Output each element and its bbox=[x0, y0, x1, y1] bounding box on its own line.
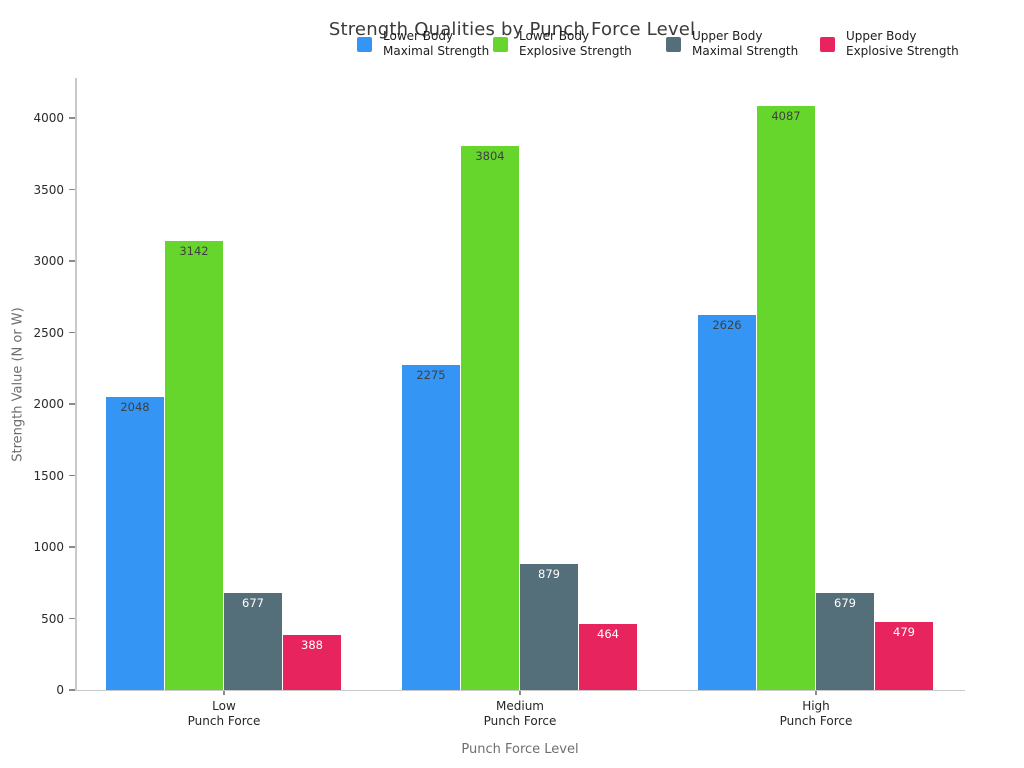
bar-value-label: 388 bbox=[301, 637, 323, 652]
legend-swatch-icon bbox=[820, 37, 835, 52]
x-tick-label: High Punch Force bbox=[746, 699, 886, 729]
y-tick-label: 3000 bbox=[33, 254, 64, 269]
x-tick-label-line1: Medium bbox=[496, 699, 544, 713]
x-axis-line bbox=[75, 689, 965, 691]
bar: 3142 bbox=[165, 240, 223, 690]
x-tick-label-line1: Low bbox=[212, 699, 236, 713]
bar: 4087 bbox=[757, 105, 815, 690]
legend-entry-label: Upper Body Maximal Strength bbox=[692, 29, 798, 59]
y-axis-line bbox=[75, 78, 77, 690]
legend-label-line1: Upper Body bbox=[846, 29, 917, 43]
bar: 464 bbox=[579, 623, 637, 690]
x-tick-mark bbox=[223, 690, 225, 695]
x-tick-mark bbox=[815, 690, 817, 695]
bar-value-label: 679 bbox=[834, 595, 856, 610]
y-tick-mark bbox=[69, 117, 75, 119]
legend-label-line2: Maximal Strength bbox=[692, 44, 799, 58]
bar: 2275 bbox=[402, 364, 460, 690]
bar-value-label: 4087 bbox=[771, 108, 801, 123]
legend-label-line2: Maximal Strength bbox=[383, 44, 490, 58]
legend-swatch-icon bbox=[493, 37, 508, 52]
bar: 2048 bbox=[106, 397, 164, 690]
legend-label-line1: Lower Body bbox=[519, 29, 590, 43]
legend: Lower Body Maximal Strength Lower Body Expl… bbox=[0, 29, 1024, 65]
y-tick-mark bbox=[69, 188, 75, 191]
legend-label-line1: Upper Body bbox=[692, 29, 763, 43]
x-tick-label-line2: Punch Force bbox=[187, 714, 261, 728]
y-tick-label: 3500 bbox=[33, 182, 64, 197]
x-tick-label-line1: High bbox=[802, 699, 830, 713]
y-tick-label: 2500 bbox=[33, 325, 64, 340]
bar-value-label: 677 bbox=[242, 596, 264, 611]
bar: 3804 bbox=[461, 146, 519, 690]
bar: 479 bbox=[875, 621, 933, 690]
y-tick-mark bbox=[69, 260, 75, 262]
bar: 388 bbox=[283, 634, 341, 690]
bar: 679 bbox=[816, 592, 874, 690]
bar: 677 bbox=[224, 593, 282, 690]
x-tick-label-line2: Punch Force bbox=[483, 714, 557, 728]
bar-value-label: 2626 bbox=[712, 317, 742, 332]
bar: 879 bbox=[520, 564, 578, 690]
y-tick-mark bbox=[69, 546, 75, 548]
legend-entry-label: Lower Body Explosive Strength bbox=[519, 29, 632, 59]
x-axis-label: Punch Force Level bbox=[461, 742, 579, 757]
chart-title: Strength Qualities by Punch Force Level bbox=[328, 19, 696, 40]
y-tick-mark bbox=[69, 403, 75, 405]
y-tick-mark bbox=[69, 689, 75, 691]
y-tick-label: 1000 bbox=[33, 540, 64, 555]
bar-value-label: 464 bbox=[597, 626, 619, 641]
x-tick-mark bbox=[519, 690, 521, 695]
bar-value-label: 2048 bbox=[120, 400, 150, 415]
bar-value-label: 479 bbox=[893, 624, 915, 639]
x-tick-label: Medium Punch Force bbox=[450, 699, 590, 729]
y-tick-label: 4000 bbox=[33, 111, 64, 126]
bar-value-label: 3804 bbox=[475, 149, 505, 164]
bar-value-label: 3142 bbox=[179, 243, 209, 258]
plot-area: 0 500 1000 1500 2000 2500 3000 3500 4000 Low Punch… bbox=[33, 78, 965, 728]
legend-swatch-icon bbox=[666, 37, 681, 52]
bar: 2626 bbox=[698, 314, 756, 690]
y-tick-label: 2000 bbox=[33, 397, 64, 412]
legend-swatch-icon bbox=[357, 37, 372, 52]
y-tick-mark bbox=[69, 331, 75, 334]
y-tick-label: 0 bbox=[56, 683, 64, 697]
legend-label-line2: Explosive Strength bbox=[846, 44, 959, 58]
legend-label-line1: Lower Body bbox=[383, 29, 454, 43]
x-tick-label: Low Punch Force bbox=[154, 699, 294, 729]
y-tick-mark bbox=[69, 474, 75, 477]
y-tick-label: 500 bbox=[41, 611, 64, 626]
y-tick-label: 1500 bbox=[33, 468, 64, 483]
bar-value-label: 2275 bbox=[416, 367, 446, 382]
y-axis-label: Strength Value (N or W) bbox=[10, 307, 26, 462]
x-tick-label-line2: Punch Force bbox=[779, 714, 853, 728]
legend-entry-label: Lower Body Maximal Strength bbox=[383, 29, 489, 59]
legend-label-line2: Explosive Strength bbox=[519, 44, 632, 58]
legend-entry-label: Upper Body Explosive Strength bbox=[846, 29, 959, 59]
bar-value-label: 879 bbox=[538, 567, 560, 582]
y-tick-mark bbox=[69, 617, 75, 620]
